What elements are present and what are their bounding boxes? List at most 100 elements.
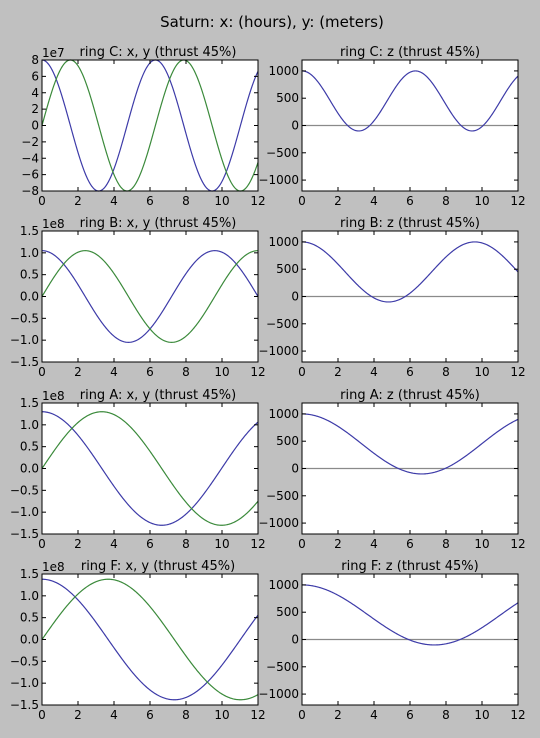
x-tick-label: 6 (406, 194, 414, 208)
x-tick-label: 10 (474, 537, 489, 551)
x-tick-label: 12 (510, 365, 525, 379)
x-tick-label: 6 (146, 365, 154, 379)
x-tick-label: 2 (74, 537, 82, 551)
x-tick-label: 10 (474, 365, 489, 379)
y-tick-label: 2 (31, 102, 39, 116)
y-tick-label: −0.5 (10, 654, 39, 668)
x-tick-label: 4 (110, 537, 118, 551)
x-tick-label: 12 (250, 708, 265, 722)
series-line-1 (301, 241, 519, 303)
x-tick-label: 8 (442, 537, 450, 551)
x-tick-label: 2 (334, 194, 342, 208)
y-tick-label: 0 (291, 119, 299, 133)
x-tick-label: 6 (146, 537, 154, 551)
subplot-2: 0 2 4 6 8 10 12 1000 500 0 −500 −1000 ring C: z (thr… (258, 45, 525, 208)
subplot-5: 0 2 4 6 8 10 12 1.5 1.0 0.5 0.0 −0.5 −1.0 −1.5 1e8 ring… (10, 388, 266, 551)
y-tick-label: 1000 (268, 578, 299, 592)
subplot-title: ring A: z (thrust 45%) (340, 388, 480, 403)
y-tick-label: 1.5 (20, 567, 39, 581)
x-tick-label: 0 (298, 708, 306, 722)
subplot-title: ring F: x, y (thrust 45%) (81, 559, 235, 574)
y-tick-label: −8 (21, 184, 39, 198)
x-tick-label: 8 (442, 365, 450, 379)
y-tick-label: 0 (291, 290, 299, 304)
subplot-title: ring A: x, y (thrust 45%) (80, 388, 237, 403)
subplot-title: ring B: x, y (thrust 45%) (80, 216, 237, 231)
subplot-4: 0 2 4 6 8 10 12 1000 500 0 −500 −1000 ring B: z (thr… (258, 216, 525, 379)
series-line-1 (302, 584, 519, 646)
x-tick-label: 8 (442, 708, 450, 722)
y-tick-label: −1000 (258, 687, 299, 701)
x-tick-label: 6 (406, 708, 414, 722)
x-tick-label: 0 (38, 365, 46, 379)
x-tick-label: 10 (214, 194, 229, 208)
y-tick-label: −1.5 (10, 355, 39, 369)
x-tick-label: 8 (182, 365, 190, 379)
x-tick-label: 4 (370, 537, 378, 551)
y-tick-label: 0.0 (20, 290, 39, 304)
y-tick-label: 500 (276, 434, 299, 448)
y-tick-label: −500 (266, 489, 299, 503)
x-tick-label: 2 (334, 365, 342, 379)
y-tick-label: 1.0 (20, 246, 39, 260)
y-tick-label: −500 (266, 660, 299, 674)
series-line-2 (41, 59, 259, 192)
x-tick-label: 12 (510, 708, 525, 722)
subplot-title: ring C: z (thrust 45%) (340, 45, 480, 60)
y-tick-label: 1.0 (20, 418, 39, 432)
y-tick-label: 500 (276, 91, 299, 105)
series-line-1 (41, 411, 259, 526)
y-tick-label: 0.0 (20, 462, 39, 476)
y-tick-label: 1000 (268, 407, 299, 421)
y-tick-label: −0.5 (10, 311, 39, 325)
axis-offset-label: 1e8 (42, 217, 65, 231)
subplots: 0 2 4 6 8 10 12 8 6 4 2 0 −2 −4 −6 −8 1e7 ring C: x, y (t… (10, 45, 526, 722)
y-tick-label: −1000 (258, 344, 299, 358)
subplot-title: ring B: z (thrust 45%) (340, 216, 480, 231)
y-tick-label: −1.0 (10, 505, 39, 519)
y-tick-label: −6 (21, 168, 39, 182)
axis-offset-label: 1e8 (42, 560, 65, 574)
series-line-1 (302, 413, 519, 475)
y-tick-label: −1.5 (10, 527, 39, 541)
plot-area (42, 403, 258, 534)
y-tick-label: −1000 (258, 516, 299, 530)
x-tick-label: 4 (370, 708, 378, 722)
x-tick-label: 6 (146, 194, 154, 208)
x-tick-label: 10 (214, 365, 229, 379)
x-tick-label: 4 (110, 194, 118, 208)
y-tick-label: 0 (291, 462, 299, 476)
subplot-3: 0 2 4 6 8 10 12 1.5 1.0 0.5 0.0 −0.5 −1.0 −1.5 1e8 ring… (10, 216, 266, 379)
subplot-6: 0 2 4 6 8 10 12 1000 500 0 −500 −1000 ring A: z (thr… (258, 388, 525, 551)
y-tick-label: −1000 (258, 173, 299, 187)
x-tick-label: 4 (110, 365, 118, 379)
x-tick-label: 12 (250, 365, 265, 379)
y-tick-label: 1000 (268, 64, 299, 78)
plot-area (42, 574, 258, 705)
y-tick-label: 0.0 (20, 633, 39, 647)
axis-offset-label: 1e7 (42, 46, 65, 60)
subplot-7: 0 2 4 6 8 10 12 1.5 1.0 0.5 0.0 −0.5 −1.0 −1.5 1e8 ring… (10, 559, 266, 722)
y-tick-label: −2 (21, 135, 39, 149)
y-tick-label: 1.5 (20, 224, 39, 238)
x-tick-label: 0 (38, 537, 46, 551)
y-tick-label: 8 (31, 53, 39, 67)
y-tick-label: 4 (31, 86, 39, 100)
x-tick-label: 6 (406, 365, 414, 379)
x-tick-label: 10 (214, 708, 229, 722)
x-tick-label: 8 (442, 194, 450, 208)
x-tick-label: 0 (38, 194, 46, 208)
axis-offset-label: 1e8 (42, 389, 65, 403)
x-tick-label: 12 (510, 537, 525, 551)
x-tick-label: 4 (110, 708, 118, 722)
subplot-8: 0 2 4 6 8 10 12 1000 500 0 −500 −1000 ring F: z (thr… (258, 559, 525, 722)
series-line-1 (301, 70, 519, 132)
x-tick-label: 4 (370, 365, 378, 379)
series-line-2 (41, 250, 259, 343)
plot-area (42, 60, 258, 191)
x-tick-label: 2 (334, 537, 342, 551)
x-tick-label: 2 (74, 194, 82, 208)
series-line-1 (41, 578, 259, 701)
series-line-2 (41, 578, 259, 701)
y-tick-label: 500 (276, 605, 299, 619)
